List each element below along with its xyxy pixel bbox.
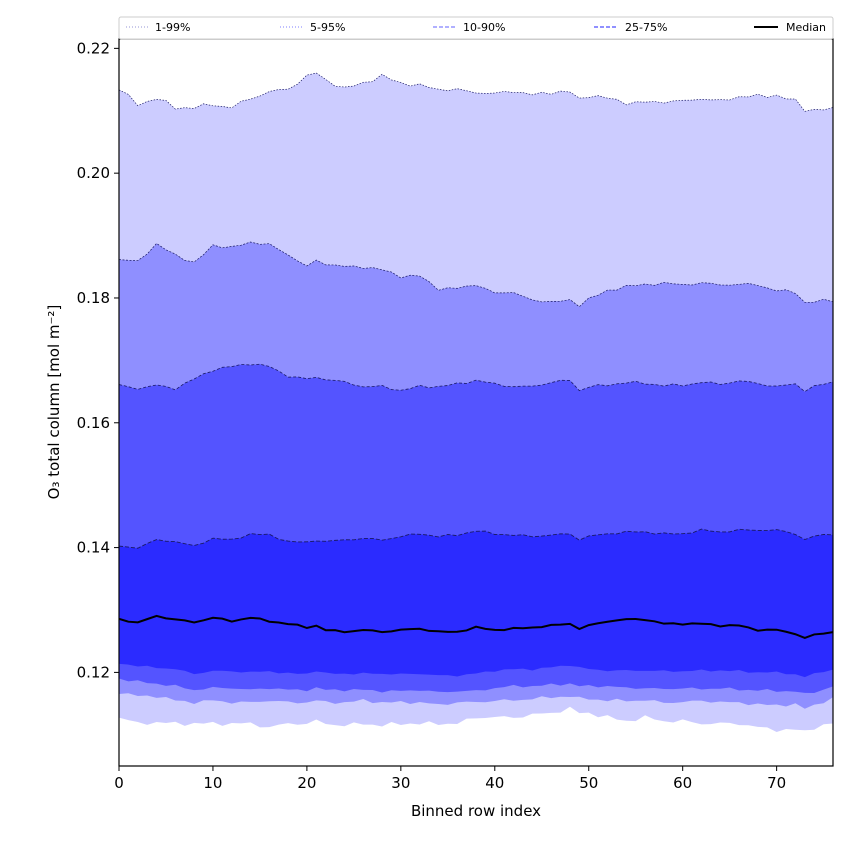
x-tick-label: 40 bbox=[485, 774, 504, 792]
legend-label: 10-90% bbox=[463, 21, 505, 34]
y-axis-label: O₃ total column [mol m⁻²] bbox=[45, 305, 63, 500]
y-tick-label: 0.12 bbox=[77, 663, 110, 681]
legend-frame bbox=[118, 16, 834, 40]
legend-label: 1-99% bbox=[155, 21, 190, 34]
edge-p95 bbox=[119, 241, 833, 308]
legend-label: 5-95% bbox=[310, 21, 345, 34]
x-tick-label: 50 bbox=[579, 774, 598, 792]
y-tick-label: 0.16 bbox=[77, 414, 110, 432]
x-tick-label: 20 bbox=[297, 774, 316, 792]
median-layer bbox=[119, 614, 833, 640]
y-tick-label: 0.18 bbox=[77, 289, 110, 307]
legend: 1-99% 5-95% 10-90% 25-75% Median bbox=[118, 16, 834, 40]
edge-p99 bbox=[119, 72, 833, 112]
legend-label: Median bbox=[786, 21, 826, 34]
x-axis-label: Binned row index bbox=[411, 802, 541, 820]
x-tick-label: 70 bbox=[767, 774, 786, 792]
y-tick-label: 0.22 bbox=[77, 39, 110, 57]
y-tick-label: 0.20 bbox=[77, 164, 110, 182]
x-tick-label: 0 bbox=[114, 774, 124, 792]
edge-p90 bbox=[119, 363, 833, 393]
x-tick-label: 60 bbox=[673, 774, 692, 792]
legend-label: 25-75% bbox=[625, 21, 667, 34]
median-line bbox=[119, 614, 833, 640]
percentile-band-edges bbox=[119, 72, 833, 549]
x-tick-label: 30 bbox=[391, 774, 410, 792]
percentile-bands bbox=[119, 73, 833, 733]
edge-p75 bbox=[119, 528, 833, 549]
band-25-75 bbox=[119, 529, 833, 678]
y-tick-label: 0.14 bbox=[77, 539, 110, 557]
x-tick-label: 10 bbox=[203, 774, 222, 792]
